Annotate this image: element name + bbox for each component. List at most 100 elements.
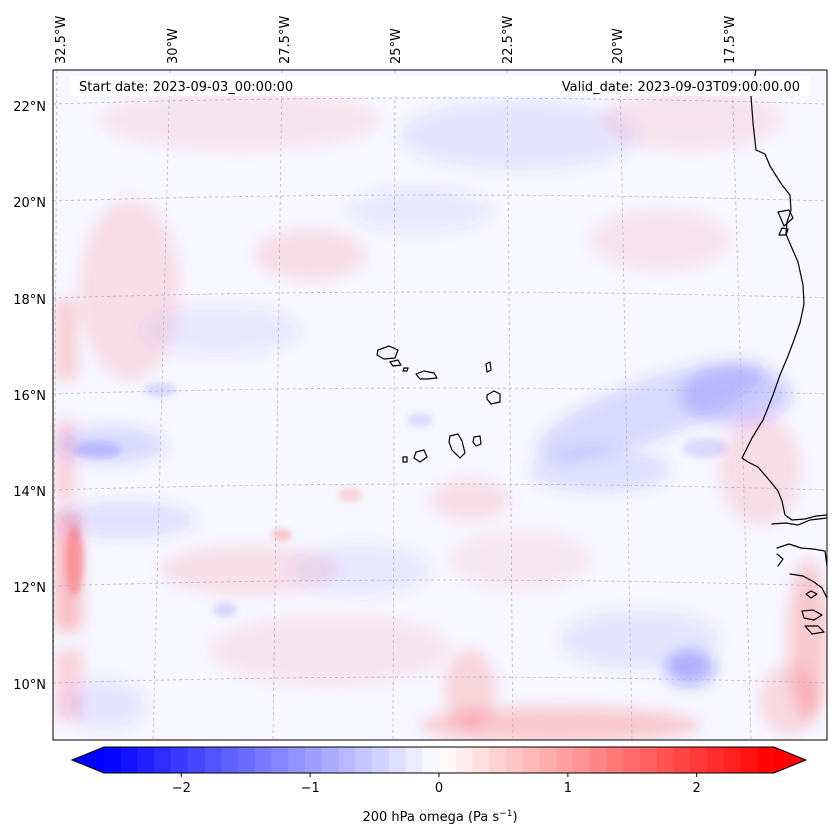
island-sao-nicolau	[415, 370, 438, 380]
meridian-25w	[392, 70, 396, 740]
island-santiago	[448, 433, 466, 459]
latitude-label-20n: 20°N	[13, 196, 46, 211]
meridian-17-5w	[731, 70, 752, 740]
island-maio	[472, 435, 482, 447]
latitude-label-16n: 16°N	[13, 389, 46, 404]
map-header: Start date: 2023-09-03_00:00:00 Valid_da…	[70, 76, 810, 96]
colorbar-segment	[506, 747, 524, 773]
island-santa-luzia	[402, 367, 409, 372]
colorbar-title-superscript: −1	[499, 809, 512, 819]
longitude-label-30w: 30°W	[166, 28, 181, 64]
colorbar-segment	[673, 747, 691, 773]
island-brava	[402, 456, 408, 463]
longitude-label-27-5w: 27.5°W	[278, 16, 293, 64]
coast-island-3	[805, 590, 818, 599]
meridian-27-5w	[272, 70, 283, 740]
coast-segment-senegambia	[771, 517, 827, 526]
colorbar-tick-label: −1	[301, 781, 320, 796]
colorbar-segment	[120, 747, 139, 773]
start-date-label: Start date: 2023-09-03_00:00:00	[79, 80, 293, 95]
latitude-label-18n: 18°N	[13, 293, 46, 308]
colorbar-max-arrow	[774, 747, 806, 773]
parallel-18n	[53, 291, 827, 299]
colorbar-segment	[422, 747, 440, 773]
island-sao-vicente	[389, 359, 402, 367]
colorbar-segment	[187, 747, 206, 773]
meridian-30w	[152, 70, 171, 740]
parallel-22n	[53, 97, 827, 105]
colorbar-tick-label: 1	[564, 781, 572, 796]
colorbar-segment	[254, 747, 273, 773]
parallel-20n	[53, 194, 827, 202]
colorbar-tick-label: −2	[172, 781, 191, 796]
latitude-label-22n: 22°N	[13, 100, 46, 115]
coast-inlet-2	[778, 227, 789, 236]
colorbar-segment	[740, 747, 758, 773]
colorbar-segment	[640, 747, 658, 773]
island-boa-vista	[486, 390, 501, 405]
parallel-10n	[53, 676, 827, 684]
colorbar-segment	[271, 747, 289, 773]
colorbar-segment	[221, 747, 239, 773]
colorbar-segment	[338, 747, 356, 773]
colorbar-segment	[606, 747, 624, 773]
colorbar-segment	[104, 747, 122, 773]
colorbar-segment	[556, 747, 574, 773]
colorbar-segment	[690, 747, 708, 773]
coast-inlet-small	[776, 553, 784, 567]
colorbar-segment	[573, 747, 591, 773]
colorbar-segment	[405, 747, 423, 773]
map-border	[52, 69, 828, 741]
colorbar-segment	[539, 747, 557, 773]
island-fogo	[413, 449, 428, 463]
colorbar-title-main: 200 hPa omega (Pa s	[362, 810, 499, 825]
colorbar-segment	[321, 747, 340, 773]
valid-date-label: Valid_date: 2023-09-03T09:00:00.00	[562, 80, 800, 95]
coastline-group	[741, 70, 827, 635]
longitude-labels: 32.5°W 30°W 27.5°W 25°W 22.5°W 20°W 17.5…	[54, 16, 738, 64]
colorbar-tick-label: 0	[435, 781, 443, 796]
coast-inlet-1	[777, 209, 794, 227]
colorbar-segment	[372, 747, 390, 773]
meridian-22-5w	[506, 70, 514, 740]
colorbar-segment	[723, 747, 742, 773]
colorbar-segment	[455, 747, 474, 773]
colorbar-segment	[489, 747, 507, 773]
colorbar-segment	[656, 747, 675, 773]
colorbar-title-end: )	[512, 810, 517, 825]
omega-field	[55, 90, 827, 740]
latitude-label-12n: 12°N	[13, 581, 46, 596]
colorbar-segment	[472, 747, 490, 773]
parallel-12n	[53, 579, 827, 587]
coast-segment-guinea	[789, 573, 827, 599]
colorbar-segment	[137, 747, 155, 773]
map-graticule	[53, 70, 827, 740]
latitude-label-10n: 10°N	[13, 678, 46, 693]
colorbar-segment	[204, 747, 222, 773]
parallel-16n	[53, 387, 827, 395]
longitude-label-20w: 20°W	[611, 28, 626, 64]
colorbar-segments	[104, 747, 775, 773]
colorbar: −2 −1 0 1 2 200 hPa omega (Pa s−1)	[70, 746, 808, 825]
colorbar-outline	[70, 746, 808, 774]
latitude-label-14n: 14°N	[13, 485, 46, 500]
colorbar-segment	[355, 747, 373, 773]
colorbar-tick-label: 2	[693, 781, 701, 796]
header-background	[70, 76, 810, 96]
colorbar-title: 200 hPa omega (Pa s−1)	[362, 809, 517, 825]
colorbar-segment	[238, 747, 256, 773]
latitude-labels: 22°N 20°N 18°N 16°N 14°N 12°N 10°N	[13, 100, 46, 693]
colorbar-segment	[388, 747, 407, 773]
african-coastline	[741, 70, 827, 521]
colorbar-segment	[589, 747, 608, 773]
colorbar-ticks: −2 −1 0 1 2	[172, 773, 701, 796]
coast-island-2	[804, 625, 825, 635]
longitude-label-22-5w: 22.5°W	[501, 16, 516, 64]
island-sal	[485, 361, 492, 373]
longitude-label-17-5w: 17.5°W	[723, 16, 738, 64]
coast-island-1	[801, 609, 823, 621]
colorbar-segment	[288, 747, 306, 773]
colorbar-min-arrow	[72, 747, 104, 773]
colorbar-segment	[757, 747, 775, 773]
